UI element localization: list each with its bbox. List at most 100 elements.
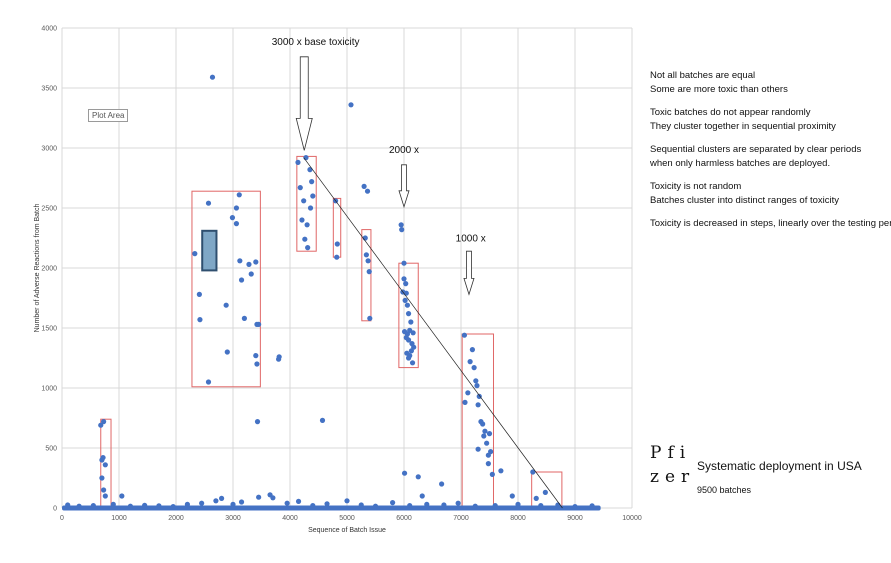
data-point	[533, 495, 539, 501]
cluster-boxes	[100, 155, 563, 509]
data-point	[364, 188, 371, 194]
data-point	[90, 503, 96, 509]
batch-count: 9500 batches	[697, 485, 752, 495]
y-tick-label: 3500	[41, 86, 57, 93]
annotation-label: 2000 x	[389, 145, 419, 156]
data-point	[299, 217, 305, 223]
data-point	[310, 193, 316, 199]
data-point	[404, 302, 411, 308]
x-tick-label: 4000	[282, 515, 298, 522]
cluster-box	[361, 229, 372, 322]
data-point	[254, 361, 260, 367]
data-point	[462, 399, 468, 405]
data-point	[481, 433, 487, 439]
data-point	[498, 468, 504, 474]
annotation-label: 1000 x	[456, 234, 486, 245]
note-group-4: Toxicity is not random Batches cluster i…	[650, 180, 885, 207]
data-point	[233, 221, 240, 227]
data-point	[401, 260, 407, 266]
data-point	[307, 167, 313, 173]
data-point	[310, 503, 316, 509]
data-point	[324, 501, 330, 507]
data-point	[99, 475, 105, 481]
data-point	[304, 222, 310, 228]
data-point	[184, 501, 190, 507]
data-point	[469, 347, 475, 353]
data-point	[101, 419, 107, 425]
x-tick-label: 9000	[567, 515, 583, 522]
data-point	[485, 452, 491, 458]
data-point	[509, 493, 515, 499]
data-point	[538, 503, 544, 509]
data-point	[76, 503, 82, 509]
note-line: Sequential clusters are separated by cle…	[650, 144, 862, 155]
data-point	[465, 390, 471, 396]
y-axis-title: Number of Adverse Reactions from Batch	[34, 204, 41, 333]
data-point	[401, 470, 408, 476]
note-line: Batches cluster into distinct ranges of …	[650, 194, 840, 206]
data-point	[156, 503, 162, 509]
y-tick-label: 1500	[41, 326, 57, 333]
data-point	[205, 200, 212, 206]
note-line: Not all batches are equal	[650, 70, 756, 81]
note-group-2: Toxic batches do not appear randomly The…	[650, 106, 885, 133]
data-point	[408, 348, 415, 354]
x-tick-label: 3000	[225, 515, 241, 522]
data-point	[238, 277, 245, 283]
data-point	[415, 474, 421, 480]
data-point	[256, 321, 262, 327]
data-point	[408, 319, 414, 325]
data-point	[484, 440, 490, 446]
data-point	[253, 259, 259, 265]
x-axis-title: Sequence of Batch Issue	[308, 527, 386, 534]
data-point	[170, 503, 176, 510]
brand-wordmark: Pfi zer	[650, 441, 690, 489]
data-point	[398, 222, 404, 228]
data-point	[284, 500, 290, 506]
data-point	[65, 502, 71, 508]
data-point	[302, 236, 308, 242]
data-point	[229, 215, 236, 221]
note-line: when only harmless batches are deployed.	[650, 157, 831, 169]
data-point	[461, 332, 468, 338]
data-point	[102, 493, 108, 499]
data-point	[253, 353, 259, 359]
annotation-label: 3000 x base toxicity	[272, 37, 360, 48]
data-point	[305, 245, 311, 251]
data-point	[297, 185, 303, 191]
y-tick-label: 3000	[41, 146, 57, 153]
data-point	[367, 315, 373, 321]
data-point	[475, 446, 481, 452]
chart-axes: 0 1000 2000 3000 4000 5000 6000 7000 8000 9000 100…	[41, 26, 641, 523]
data-point	[119, 493, 125, 499]
cluster-box	[461, 333, 494, 509]
data-point	[486, 431, 493, 437]
data-point	[441, 502, 447, 508]
x-tick-label: 8000	[510, 515, 526, 522]
data-point	[319, 417, 326, 423]
data-point	[403, 290, 409, 296]
data-point	[127, 503, 133, 509]
note-group-3: Sequential clusters are separated by cle…	[650, 143, 885, 170]
data-point	[102, 462, 108, 468]
data-point	[256, 494, 262, 500]
data-point	[476, 393, 482, 399]
data-point	[142, 502, 148, 508]
baseline-points	[62, 492, 601, 511]
y-tick-label: 2000	[41, 266, 57, 273]
data-point	[238, 499, 245, 505]
data-point	[472, 503, 478, 509]
data-point	[471, 365, 477, 371]
data-point	[237, 258, 243, 264]
note-line: Toxicity is decreased in steps, linearly…	[650, 218, 891, 229]
y-tick-label: 2500	[41, 206, 57, 213]
data-point	[485, 461, 491, 467]
data-point	[98, 422, 104, 428]
plot-area-tag: Plot Area	[88, 109, 129, 122]
x-tick-label: 2000	[168, 515, 184, 522]
data-point	[295, 498, 302, 504]
note-line: Toxicity is not random	[650, 181, 742, 192]
data-point	[403, 281, 409, 287]
brand-line: Pfi	[650, 443, 692, 463]
